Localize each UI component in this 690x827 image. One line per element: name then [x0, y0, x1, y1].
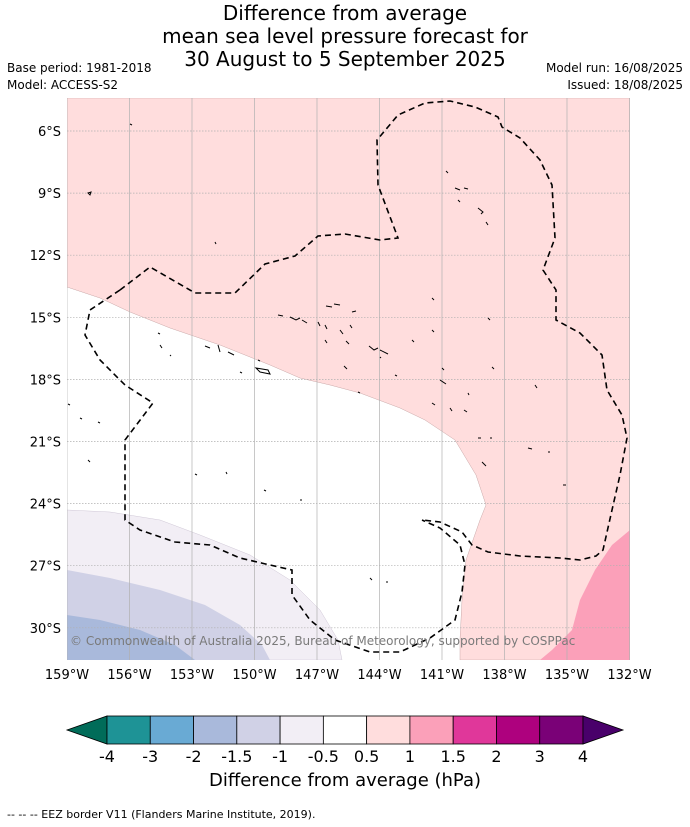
title-line-1: Difference from average: [222, 1, 468, 25]
lat-label: 9°S: [38, 187, 61, 202]
footer-note: -- -- -- EEZ border V11 (Flanders Marine…: [7, 808, 316, 821]
colorbar-segment: [366, 715, 411, 745]
model-run: Model run: 16/08/2025: [545, 61, 683, 75]
colorbar-tick-label: 4: [578, 747, 588, 766]
colorbar: -4 -3 -2 -1.5 -1 -0.5 0.5 1 1.5 2 3 4: [65, 715, 625, 766]
colorbar-tick-label: -0.5: [308, 747, 339, 766]
meta-right: Model run: 16/08/2025 Issued: 18/08/2025: [546, 60, 683, 94]
colorbar-tick-label: -3: [142, 747, 158, 766]
colorbar-tick-label: 0.5: [354, 747, 379, 766]
colorbar-segment: [496, 715, 541, 745]
lon-label: 132°W: [607, 668, 651, 683]
lon-label: 144°W: [357, 668, 401, 683]
colorbar-segment: [539, 715, 584, 745]
positive-anomaly-region: [67, 98, 630, 660]
title-line-3: 30 August to 5 September 2025: [184, 47, 506, 71]
colorbar-segment: [236, 715, 281, 745]
colorbar-segment: [149, 715, 194, 745]
colorbar-tick-label: -1: [272, 747, 288, 766]
colorbar-label: Difference from average (hPa): [208, 770, 482, 791]
lat-label: 27°S: [30, 560, 61, 575]
lat-label: 18°S: [30, 373, 61, 388]
colorbar-tick-label: 1.5: [440, 747, 465, 766]
longitude-labels: 159°W 156°W 153°W 150°W 147°W 144°W 141°W 138°W…: [45, 668, 652, 683]
lat-label: 15°S: [30, 311, 61, 326]
lat-label: 12°S: [30, 249, 61, 264]
lat-label: 6°S: [38, 125, 61, 140]
map-plot-area: [67, 98, 630, 660]
lat-label: 30°S: [30, 622, 61, 637]
colorbar-segment: [322, 715, 368, 745]
model-name: Model: ACCESS-S2: [7, 78, 119, 92]
colorbar-segment: [452, 715, 497, 745]
lon-label: 135°W: [545, 668, 589, 683]
title-line-2: mean sea level pressure forecast for: [162, 24, 528, 48]
colorbar-segment: [279, 715, 324, 745]
colorbar-segment: [409, 715, 454, 745]
lon-label: 147°W: [295, 668, 339, 683]
colorbar-tick-label: 2: [491, 747, 501, 766]
lon-label: 156°W: [107, 668, 151, 683]
copyright-note: © Commonwealth of Australia 2025, Bureau…: [70, 634, 576, 648]
lon-label: 141°W: [420, 668, 464, 683]
colorbar-tick-label: -2: [186, 747, 202, 766]
colorbar-tick-label: 1: [405, 747, 415, 766]
colorbar-tick-label: 3: [535, 747, 545, 766]
lat-label: 21°S: [30, 436, 61, 451]
lat-label: 24°S: [30, 498, 61, 513]
issued-date: Issued: 18/08/2025: [567, 78, 683, 92]
negative-region-2: [67, 615, 195, 660]
eez-border: [84, 100, 628, 653]
base-period: Base period: 1981-2018: [7, 61, 152, 75]
colorbar-under-arrow: [65, 715, 108, 745]
colorbar-segment: [193, 715, 238, 745]
lon-label: 159°W: [45, 668, 89, 683]
lon-label: 150°W: [232, 668, 276, 683]
islands: [67, 123, 566, 583]
map-title: Difference from average mean sea level p…: [0, 2, 690, 71]
colorbar-segment: [106, 715, 151, 745]
colorbar-tick-label: -4: [99, 747, 115, 766]
meta-left: Base period: 1981-2018 Model: ACCESS-S2: [7, 60, 152, 94]
latitude-labels: 6°S 9°S 12°S 15°S 18°S 21°S 24°S 27°S 30°S: [30, 125, 61, 637]
lon-label: 153°W: [170, 668, 214, 683]
lon-label: 138°W: [482, 668, 526, 683]
colorbar-over-arrow: [582, 715, 625, 745]
colorbar-tick-label: -1.5: [221, 747, 252, 766]
